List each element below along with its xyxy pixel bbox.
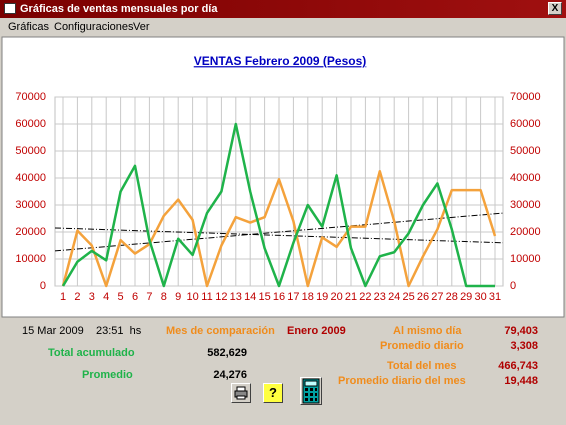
calculator-button[interactable]	[300, 377, 322, 405]
y-tick-label: 30000	[15, 199, 46, 211]
x-tick-label: 4	[103, 291, 109, 303]
print-button[interactable]	[231, 383, 251, 403]
menu-item[interactable]: Gráficas	[8, 21, 49, 33]
value: 466,743	[498, 360, 538, 372]
x-tick-label: 30	[474, 291, 486, 303]
label: Promedio	[82, 369, 133, 381]
x-tick-label: 14	[244, 291, 256, 303]
y-tick-label: 70000	[15, 91, 46, 103]
x-tick-label: 23	[374, 291, 386, 303]
date-time: 15 Mar 2009 23:51 hs	[22, 325, 142, 337]
calculator-icon	[302, 378, 320, 404]
menu-item[interactable]: Configuraciones	[54, 21, 134, 33]
x-tick-label: 18	[302, 291, 314, 303]
trend-line	[54, 227, 504, 244]
y2-tick-label: 60000	[510, 118, 541, 130]
chart-title: VENTAS Febrero 2009 (Pesos)	[194, 54, 367, 68]
window-title: Gráficas de ventas mensuales por día	[20, 3, 218, 15]
chart: VENTAS Febrero 2009 (Pesos) 0 0 10000 10000…	[1, 36, 565, 318]
trend-line	[54, 212, 504, 252]
label: Total acumulado	[48, 347, 135, 359]
menu-bar: Gráficas Configuraciones Ver	[0, 18, 566, 36]
y2-tick-label: 70000	[510, 91, 541, 103]
series-line	[61, 122, 495, 288]
x-tick-label: 8	[161, 291, 167, 303]
y2-tick-label: 30000	[510, 199, 541, 211]
y-tick-label: 0	[40, 280, 46, 292]
x-tick-label: 13	[230, 291, 242, 303]
x-tick-label: 22	[359, 291, 371, 303]
x-tick-label: 21	[345, 291, 357, 303]
x-tick-label: 31	[489, 291, 501, 303]
y-tick-label: 50000	[15, 145, 46, 157]
y2-tick-label: 10000	[510, 253, 541, 265]
series-line	[61, 170, 497, 288]
label: Promedio diario	[380, 340, 464, 352]
value: 24,276	[213, 369, 247, 381]
menu-item[interactable]: Ver	[133, 21, 150, 33]
x-tick-label: 16	[273, 291, 285, 303]
y-tick-label: 10000	[15, 253, 46, 265]
y2-tick-label: 20000	[510, 226, 541, 238]
x-tick-label: 1	[60, 291, 66, 303]
x-tick-label: 7	[146, 291, 152, 303]
x-tick-label: 11	[201, 291, 212, 303]
value: 3,308	[510, 340, 538, 352]
x-tick-label: 2	[74, 291, 80, 303]
x-tick-label: 26	[417, 291, 429, 303]
x-tick-label: 15	[258, 291, 270, 303]
x-tick-label: 25	[402, 291, 414, 303]
x-tick-label: 29	[460, 291, 472, 303]
label: Total del mes	[387, 360, 457, 372]
y-tick-label: 20000	[15, 226, 46, 238]
x-tick-label: 12	[215, 291, 227, 303]
x-tick-label: 27	[431, 291, 443, 303]
value: 19,448	[504, 375, 538, 387]
help-button[interactable]: ?	[263, 383, 283, 403]
x-tick-label: 10	[186, 291, 198, 303]
label: Promedio diario del mes	[338, 375, 466, 387]
y2-tick-label: 50000	[510, 145, 541, 157]
label: Mes de comparación	[166, 325, 275, 337]
label: Al mismo día	[393, 325, 462, 337]
printer-icon	[234, 386, 248, 400]
y-tick-label: 40000	[15, 172, 46, 184]
comparison-month: Enero 2009	[287, 325, 346, 337]
x-tick-label: 3	[89, 291, 95, 303]
x-tick-label: 28	[446, 291, 458, 303]
x-tick-label: 6	[132, 291, 138, 303]
value: 582,629	[207, 347, 247, 359]
y2-tick-label: 40000	[510, 172, 541, 184]
x-tick-label: 24	[388, 291, 400, 303]
x-tick-label: 20	[330, 291, 342, 303]
x-tick-label: 19	[316, 291, 328, 303]
y2-tick-label: 0	[510, 280, 516, 292]
x-tick-label: 5	[118, 291, 124, 303]
app-icon	[4, 3, 16, 14]
x-tick-label: 9	[175, 291, 181, 303]
value: 79,403	[504, 325, 538, 337]
close-button[interactable]: X	[548, 2, 562, 15]
x-tick-label: 17	[287, 291, 299, 303]
title-bar: Gráficas de ventas mensuales por día X	[0, 0, 566, 18]
y-tick-label: 60000	[15, 118, 46, 130]
